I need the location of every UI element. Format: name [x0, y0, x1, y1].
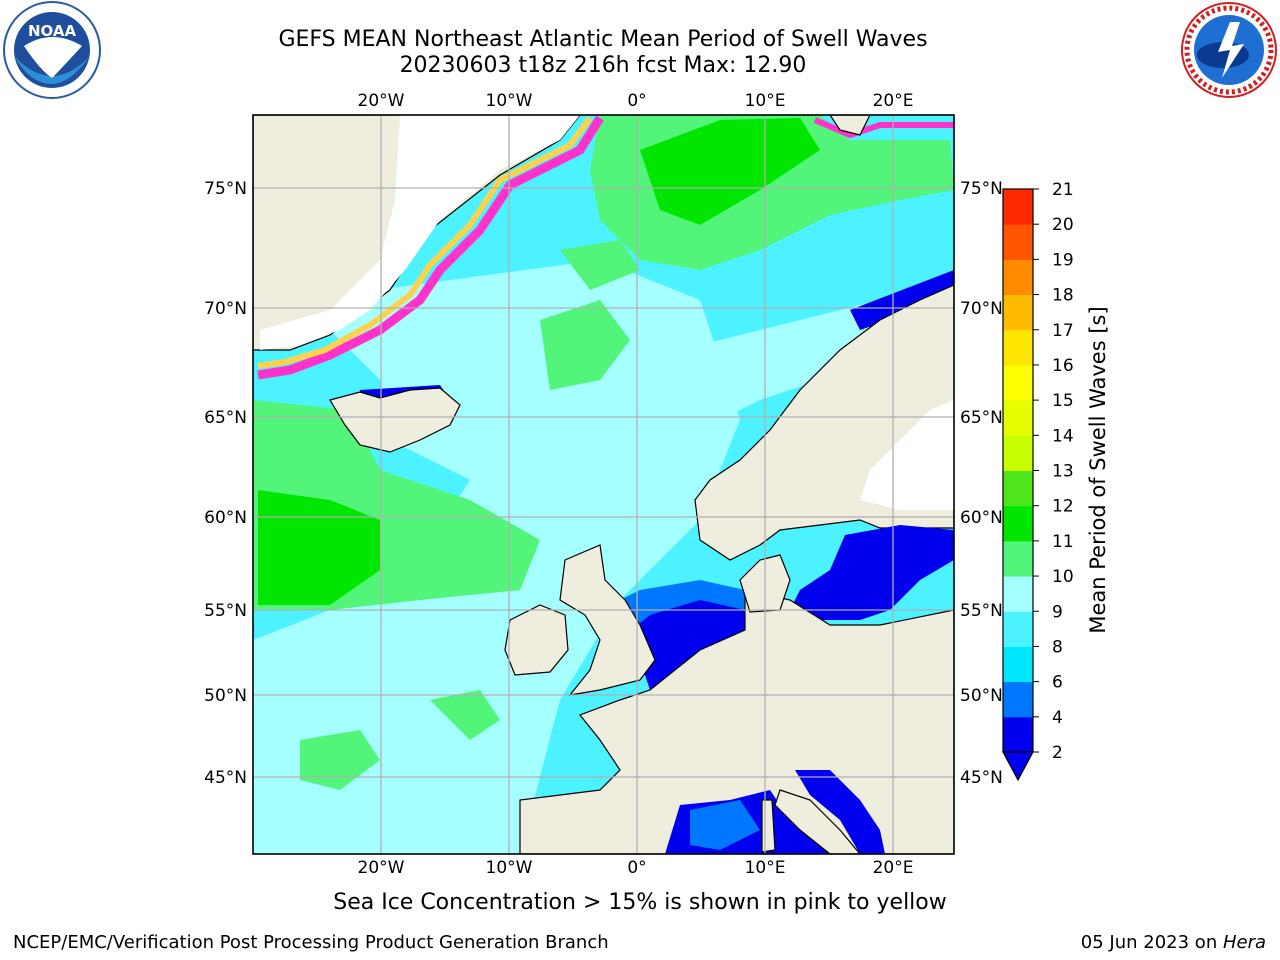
sweden-ice	[860, 400, 954, 510]
colorbar-segment	[1003, 435, 1033, 471]
swell-region-2-4-norwegian	[850, 270, 954, 330]
colorbar-tick-label: 18	[1052, 286, 1074, 306]
colorbar-tick-label: 13	[1052, 462, 1074, 482]
ireland-land	[504, 604, 569, 676]
greenland-ice	[260, 115, 580, 350]
colorbar-segment	[1003, 611, 1033, 647]
footer-date: 05 Jun 2023 on Hera	[1081, 932, 1266, 953]
graticule	[253, 115, 954, 854]
lon-label-bottom: 10°E	[745, 858, 786, 878]
lon-label-bottom: 0°	[627, 858, 646, 878]
swell-region-9-10	[560, 240, 640, 290]
adriatic-short-swell	[795, 770, 885, 854]
lon-label-top: 10°W	[486, 91, 533, 111]
colorbar-tick-label: 4	[1052, 708, 1063, 728]
colorbar-segment	[1003, 294, 1033, 331]
colorbar-segment	[1003, 576, 1033, 612]
sea-ice-edge-inner	[257, 116, 593, 369]
colorbar-segment	[1003, 505, 1033, 542]
lon-label-top: 20°W	[358, 91, 405, 111]
lat-label-right: 50°N	[960, 686, 1003, 706]
lon-label-top: 20°E	[873, 91, 914, 111]
footer-credit: NCEP/EMC/Verification Post Processing Pr…	[13, 932, 609, 953]
colorbar-tick-label: 14	[1052, 426, 1074, 446]
colorbar-segment	[1003, 259, 1033, 296]
lat-label-left: 65°N	[204, 408, 247, 428]
colorbar-tick-label: 17	[1052, 321, 1074, 341]
colorbar-segment	[1003, 470, 1033, 507]
italy-land	[774, 789, 861, 854]
colorbar-segment	[1003, 681, 1033, 718]
map-frame	[252, 114, 955, 855]
nws-logo	[1181, 2, 1277, 98]
noaa-logo: NOAA	[3, 1, 101, 99]
corsica-sardinia-land	[761, 799, 776, 853]
colorbar-tick-label: 11	[1052, 532, 1074, 552]
svalbard-land	[829, 115, 871, 136]
baltic-sea-short-swell	[790, 525, 954, 620]
colorbar-segment	[1003, 540, 1033, 577]
map-subtitle: 20230603 t18z 216h fcst Max: 12.90	[399, 53, 807, 78]
swell-region-9-10	[430, 690, 500, 740]
swell-region-9-10	[540, 300, 630, 390]
swell-region-10-11-north	[640, 118, 820, 225]
colorbar-segment	[1003, 364, 1033, 401]
lat-label-right: 45°N	[960, 768, 1003, 788]
lat-label-left: 45°N	[204, 768, 247, 788]
colorbar-tick-label: 10	[1052, 567, 1074, 587]
swell-region-2-4-north-sea	[640, 595, 745, 690]
swell-region-9-10	[300, 730, 380, 790]
lat-label-left: 75°N	[204, 179, 247, 199]
lat-label-left: 60°N	[204, 508, 247, 528]
lat-label-right: 60°N	[960, 508, 1003, 528]
lon-label-bottom: 10°W	[486, 858, 533, 878]
colorbar: 2 4 6 8 9 10 11 12 13 14 15 16 17 18 19 20 21	[1001, 180, 1074, 782]
lat-label-right: 70°N	[960, 299, 1003, 319]
colorbar-tick-label: 19	[1052, 250, 1074, 270]
map-title: GEFS MEAN Northeast Atlantic Mean Period…	[278, 27, 928, 52]
footer-date-text: 05 Jun 2023 on	[1080, 932, 1223, 953]
colorbar-segment	[1003, 400, 1033, 436]
great-britain-land	[559, 544, 656, 696]
swell-region-10-11-west	[258, 490, 380, 605]
lat-label-right: 65°N	[960, 408, 1003, 428]
sea-ice-edge	[257, 115, 604, 380]
colorbar-segment	[1003, 716, 1033, 753]
colorbar-tick-label: 6	[1052, 673, 1063, 693]
svalbard-ice	[813, 117, 954, 139]
colorbar-segment	[1003, 646, 1033, 683]
lon-label-bottom: 20°W	[358, 858, 405, 878]
footer-machine: Hera	[1222, 932, 1266, 953]
swell-region-8-9	[640, 300, 900, 430]
lat-label-right: 55°N	[960, 601, 1003, 621]
colorbar-extend-arrow	[1001, 751, 1035, 782]
colorbar-tick-label: 2	[1052, 743, 1063, 763]
lon-label-bottom: 20°E	[873, 858, 914, 878]
colorbar-tick-label: 21	[1052, 180, 1074, 200]
colorbar-tick-label: 16	[1052, 356, 1074, 376]
colorbar-segment	[1003, 189, 1033, 225]
lat-label-left: 70°N	[204, 299, 247, 319]
lon-label-top: 10°E	[745, 91, 786, 111]
colorbar-label: Mean Period of Swell Waves [s]	[1086, 306, 1110, 633]
colorbar-segment	[1003, 329, 1033, 366]
mediterranean-4-6	[690, 800, 760, 850]
colorbar-tick-label: 15	[1052, 391, 1074, 411]
sea-ice-note: Sea Ice Concentration > 15% is shown in …	[333, 890, 947, 915]
colorbar-tick-label: 12	[1052, 497, 1074, 517]
colorbar-tick-label: 9	[1052, 602, 1063, 622]
lat-label-right: 75°N	[960, 179, 1003, 199]
colorbar-tick-label: 8	[1052, 637, 1063, 657]
iceland-land	[329, 387, 461, 453]
lat-label-left: 50°N	[204, 686, 247, 706]
noaa-logo-text: NOAA	[28, 22, 77, 40]
colorbar-tick-label: 20	[1052, 215, 1074, 235]
lat-label-left: 55°N	[204, 601, 247, 621]
colorbar-segment	[1003, 224, 1033, 260]
lon-label-top: 0°	[627, 91, 646, 111]
